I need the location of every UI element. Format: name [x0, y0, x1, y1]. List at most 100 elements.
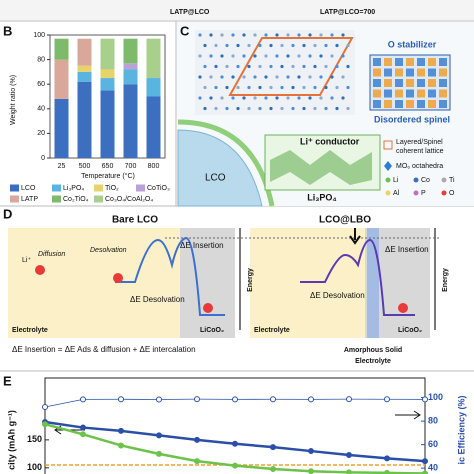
x-tick-label: 800 [148, 163, 160, 170]
y-tick-label: 80 [37, 56, 45, 63]
label: LiCoO₂ [200, 327, 224, 334]
point [194, 436, 200, 443]
label: Li⁺ conductor [300, 136, 360, 146]
label: LiCoO₂ [398, 327, 422, 334]
bar-segment [77, 71, 92, 82]
atom [291, 64, 295, 69]
spinel-cell [406, 89, 414, 98]
atom [242, 54, 246, 58]
spinel-cell [395, 89, 403, 98]
atom [346, 64, 350, 69]
atom [275, 54, 279, 58]
li-ion [113, 273, 123, 283]
atom [324, 85, 328, 90]
panel-letter: B [3, 23, 12, 38]
label: Electrolyte [12, 327, 48, 334]
spinel-cell [406, 79, 414, 87]
legend-label: Li₃PO₄ [63, 185, 84, 192]
atom [236, 43, 240, 48]
bar-segment [100, 69, 115, 79]
atom-swatch [385, 177, 391, 183]
point [80, 424, 86, 431]
atom [335, 64, 339, 69]
legend-swatch [10, 195, 19, 203]
atom [280, 106, 284, 111]
atom [225, 106, 229, 111]
label: ΔE Desolvation [310, 291, 365, 300]
bar-segment [77, 81, 92, 158]
atom [269, 43, 273, 48]
atom [220, 96, 224, 100]
atom [198, 75, 202, 79]
atom [198, 96, 202, 100]
point [80, 396, 86, 403]
atom [319, 96, 323, 100]
electrolyte-bg [8, 228, 180, 338]
atom [286, 33, 290, 37]
spinel-cell [384, 89, 392, 98]
legend-swatch [383, 140, 393, 150]
atom [280, 43, 284, 48]
axis-label: Energy [247, 268, 254, 292]
spinel-cell [373, 100, 381, 108]
y-tick-label: 20 [37, 130, 45, 137]
atom-swatch [413, 190, 419, 196]
atom [297, 96, 301, 100]
atom [302, 85, 306, 90]
label: ΔE Insertion [385, 245, 429, 254]
legend-label: CoTiO₃ [147, 185, 170, 192]
legend-label: MO₆ octahedra [396, 163, 443, 170]
atom [341, 96, 345, 100]
legend-swatch [94, 195, 103, 203]
y2-tick-label: 100 [428, 392, 443, 402]
atom [302, 64, 306, 69]
panel-letter: C [180, 23, 190, 38]
li-ion [35, 265, 45, 275]
point [80, 431, 86, 438]
atom [258, 106, 262, 111]
panel-letter: E [3, 373, 12, 388]
atom [236, 85, 240, 90]
atom [297, 75, 301, 79]
spinel-cell [395, 79, 403, 87]
bar-segment [77, 38, 92, 66]
spinel-cell [439, 58, 447, 66]
atom [220, 33, 224, 37]
bar-segment [100, 78, 115, 91]
atom-label: Li [393, 177, 399, 184]
legend-label: Co₃O₄/CoAl₂O₄ [105, 196, 153, 203]
atom [313, 64, 317, 69]
y2-tick-label: 40 [428, 463, 438, 473]
atom [258, 43, 262, 48]
atom-label: O [449, 190, 455, 197]
label: LCO [205, 173, 226, 184]
bar-segment [54, 38, 69, 60]
y2-tick-label: 80 [428, 416, 438, 426]
label: Amorphous Solid [344, 347, 402, 354]
lattice [195, 30, 355, 115]
atom [269, 64, 273, 69]
atom [258, 85, 262, 90]
atom [220, 75, 224, 79]
spinel-cell [428, 68, 436, 77]
point [384, 455, 390, 462]
atom [308, 54, 312, 58]
bar-segment [123, 69, 138, 85]
spinel-cell [439, 68, 447, 77]
point [422, 396, 428, 403]
atom [324, 106, 328, 111]
point [270, 444, 276, 451]
label: Electrolyte [254, 327, 290, 334]
spinel-cell [406, 100, 414, 108]
bar-segment [123, 38, 138, 64]
x-tick-label: 650 [102, 163, 114, 170]
atom [275, 33, 279, 37]
atom [225, 85, 229, 90]
atom [291, 43, 295, 48]
atom [330, 75, 334, 79]
y-label: Weight ratio (%) [10, 75, 17, 125]
atom [308, 96, 312, 100]
spinel-cell [428, 58, 436, 66]
atom [242, 33, 246, 37]
